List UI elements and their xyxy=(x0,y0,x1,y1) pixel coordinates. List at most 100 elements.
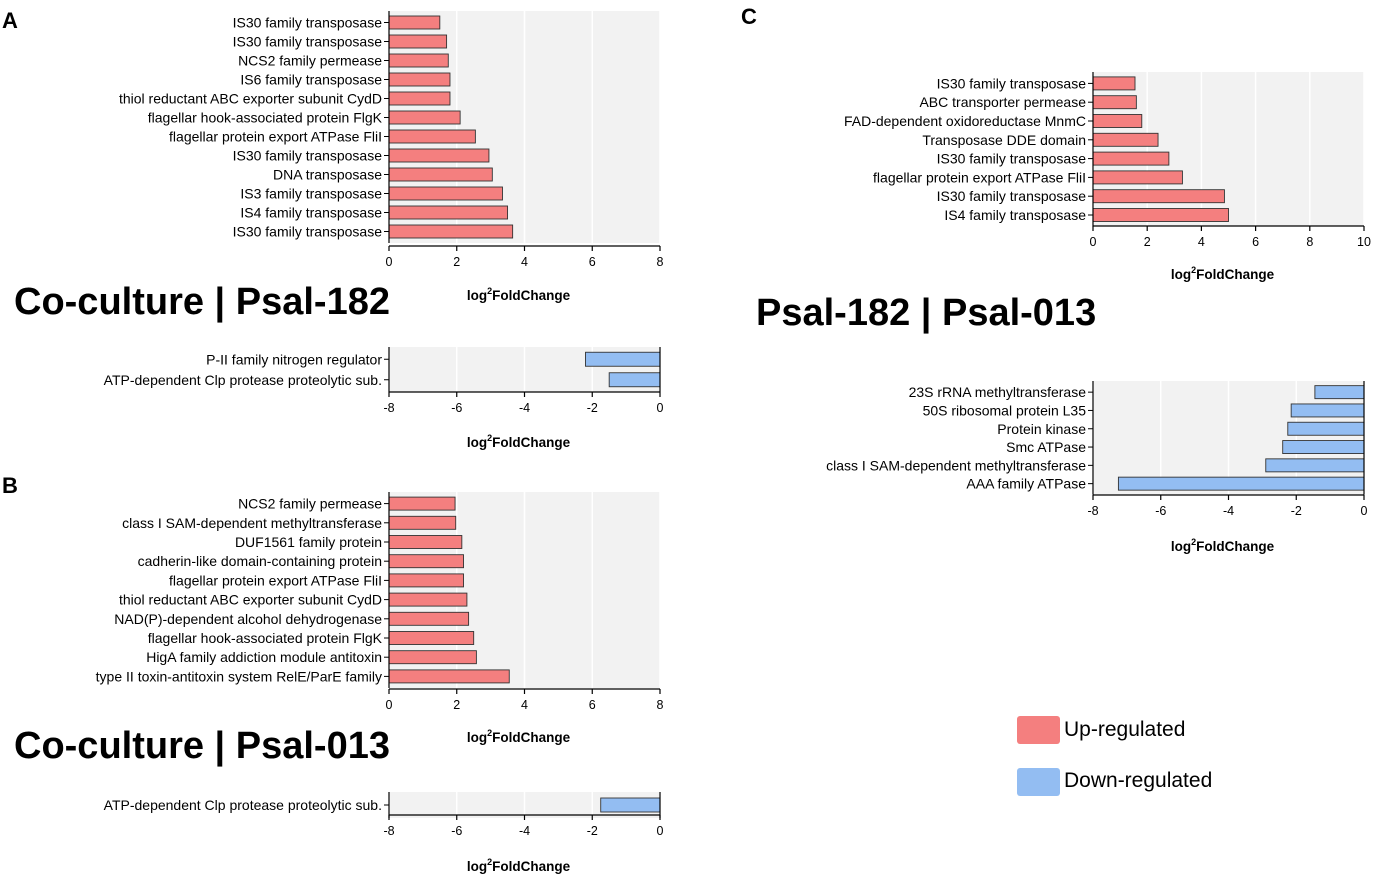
x-tick-label: 2 xyxy=(1144,235,1151,249)
panel-letter-b: B xyxy=(2,473,18,498)
bar xyxy=(388,631,475,645)
x-tick-label: 8 xyxy=(657,698,664,712)
legend-down-swatch xyxy=(1017,768,1060,796)
category-label: IS30 family transposase xyxy=(233,34,383,50)
bar xyxy=(388,167,493,182)
bar xyxy=(1287,421,1365,436)
x-axis-label: log2FoldChange xyxy=(467,433,571,450)
bar xyxy=(1314,385,1365,400)
x-axis-label: log2FoldChange xyxy=(467,857,571,874)
category-label: 50S ribosomal protein L35 xyxy=(923,402,1087,418)
bar xyxy=(1092,170,1183,185)
category-label: IS30 family transposase xyxy=(233,224,383,240)
category-label: IS3 family transposase xyxy=(240,186,382,202)
category-label: IS30 family transposase xyxy=(233,15,383,31)
bar xyxy=(388,186,503,201)
x-tick-label: -2 xyxy=(587,824,598,838)
bar xyxy=(388,554,464,569)
category-label: class I SAM-dependent methyltransferase xyxy=(122,515,382,531)
x-tick-label: 4 xyxy=(1198,235,1205,249)
chart-c-downregulated: 23S rRNA methyltransferase 50S ribosomal … xyxy=(826,381,1368,554)
x-tick-label: 4 xyxy=(521,698,528,712)
category-label: HigA family addiction module antitoxin xyxy=(146,649,382,665)
category-label: flagellar protein export ATPase FliI xyxy=(873,169,1086,185)
bar xyxy=(388,53,449,68)
x-tick-label: 0 xyxy=(386,698,393,712)
legend-up-swatch xyxy=(1017,716,1060,744)
chart-b-upregulated: NCS2 family permease class I SAM-dependen… xyxy=(96,492,664,745)
bar xyxy=(388,15,441,30)
category-label: thiol reductant ABC exporter subunit Cyd… xyxy=(119,592,382,608)
category-label: FAD-dependent oxidoreductase MnmC xyxy=(844,113,1086,129)
x-tick-label: 0 xyxy=(1361,504,1368,518)
x-tick-label: -8 xyxy=(1087,504,1098,518)
chart-a-downregulated: P-II family nitrogen regulator ATP-depend… xyxy=(104,347,664,450)
x-tick-label: 2 xyxy=(453,698,460,712)
category-label: IS6 family transposase xyxy=(240,72,382,88)
category-label: IS30 family transposase xyxy=(937,188,1087,204)
chart-c-upregulated: IS30 family transposase ABC transporter p… xyxy=(844,72,1371,282)
bar xyxy=(388,515,457,530)
bar xyxy=(1092,95,1137,110)
category-label: flagellar hook-associated protein FlgK xyxy=(148,110,383,126)
category-label: flagellar protein export ATPase FliI xyxy=(169,129,382,145)
bar xyxy=(1092,132,1159,147)
category-label: cadherin-like domain-containing protein xyxy=(138,553,382,569)
category-label: Protein kinase xyxy=(997,421,1086,437)
x-axis-label: log2FoldChange xyxy=(1171,265,1275,282)
panel-title-c: Psal-182 | Psal-013 xyxy=(756,292,1096,334)
category-label: flagellar protein export ATPase FliI xyxy=(169,572,382,588)
x-tick-label: 8 xyxy=(657,255,664,269)
x-tick-label: 10 xyxy=(1357,235,1371,249)
category-label: DNA transposase xyxy=(273,167,382,183)
x-tick-label: -8 xyxy=(383,401,394,415)
bar xyxy=(1092,151,1170,166)
bar xyxy=(388,535,463,549)
bar xyxy=(1092,208,1229,222)
bar xyxy=(388,129,476,144)
category-label: Transposase DDE domain xyxy=(922,132,1086,148)
x-axis-label: log2FoldChange xyxy=(467,286,571,303)
category-label: NAD(P)-dependent alcohol dehydrogenase xyxy=(114,611,382,627)
category-label: IS30 family transposase xyxy=(937,151,1087,167)
category-label: IS4 family transposase xyxy=(944,207,1086,223)
category-label: NCS2 family permease xyxy=(238,496,382,512)
bar xyxy=(600,797,661,813)
plot-background xyxy=(1093,72,1364,227)
bar xyxy=(388,669,510,684)
bar xyxy=(585,351,661,367)
category-label: ATP-dependent Clp protease proteolytic s… xyxy=(104,372,382,388)
x-tick-label: 6 xyxy=(1252,235,1259,249)
bar xyxy=(1290,403,1365,418)
bar xyxy=(388,573,464,588)
bar xyxy=(388,148,490,163)
x-tick-label: -2 xyxy=(1291,504,1302,518)
category-label: IS30 family transposase xyxy=(233,148,383,164)
bar xyxy=(388,224,514,239)
legend-up-label: Up-regulated xyxy=(1064,718,1185,741)
category-label: IS30 family transposase xyxy=(937,75,1087,91)
bar xyxy=(1265,458,1365,473)
bar xyxy=(1117,476,1365,491)
x-tick-label: -8 xyxy=(383,824,394,838)
x-axis-label: log2FoldChange xyxy=(467,728,571,745)
x-tick-label: -6 xyxy=(451,824,462,838)
bar xyxy=(388,72,451,87)
category-label: P-II family nitrogen regulator xyxy=(206,351,382,367)
x-axis-label: log2FoldChange xyxy=(1171,537,1275,554)
x-tick-label: 6 xyxy=(589,255,596,269)
bar xyxy=(1092,76,1136,91)
x-tick-label: 0 xyxy=(657,824,664,838)
bar xyxy=(388,91,451,106)
panel-title-b: Co-culture | Psal-013 xyxy=(14,725,390,767)
category-label: type II toxin-antitoxin system RelE/ParE… xyxy=(96,668,382,684)
x-tick-label: 2 xyxy=(453,255,460,269)
x-tick-label: 0 xyxy=(386,255,393,269)
bar xyxy=(1282,440,1365,454)
chart-a-upregulated: IS30 family transposase IS30 family trans… xyxy=(119,11,664,303)
category-label: IS4 family transposase xyxy=(240,205,382,221)
bar xyxy=(388,110,461,125)
panel-letter-a: A xyxy=(2,8,18,33)
panel-letter-c: C xyxy=(741,4,757,29)
category-label: DUF1561 family protein xyxy=(235,534,382,550)
